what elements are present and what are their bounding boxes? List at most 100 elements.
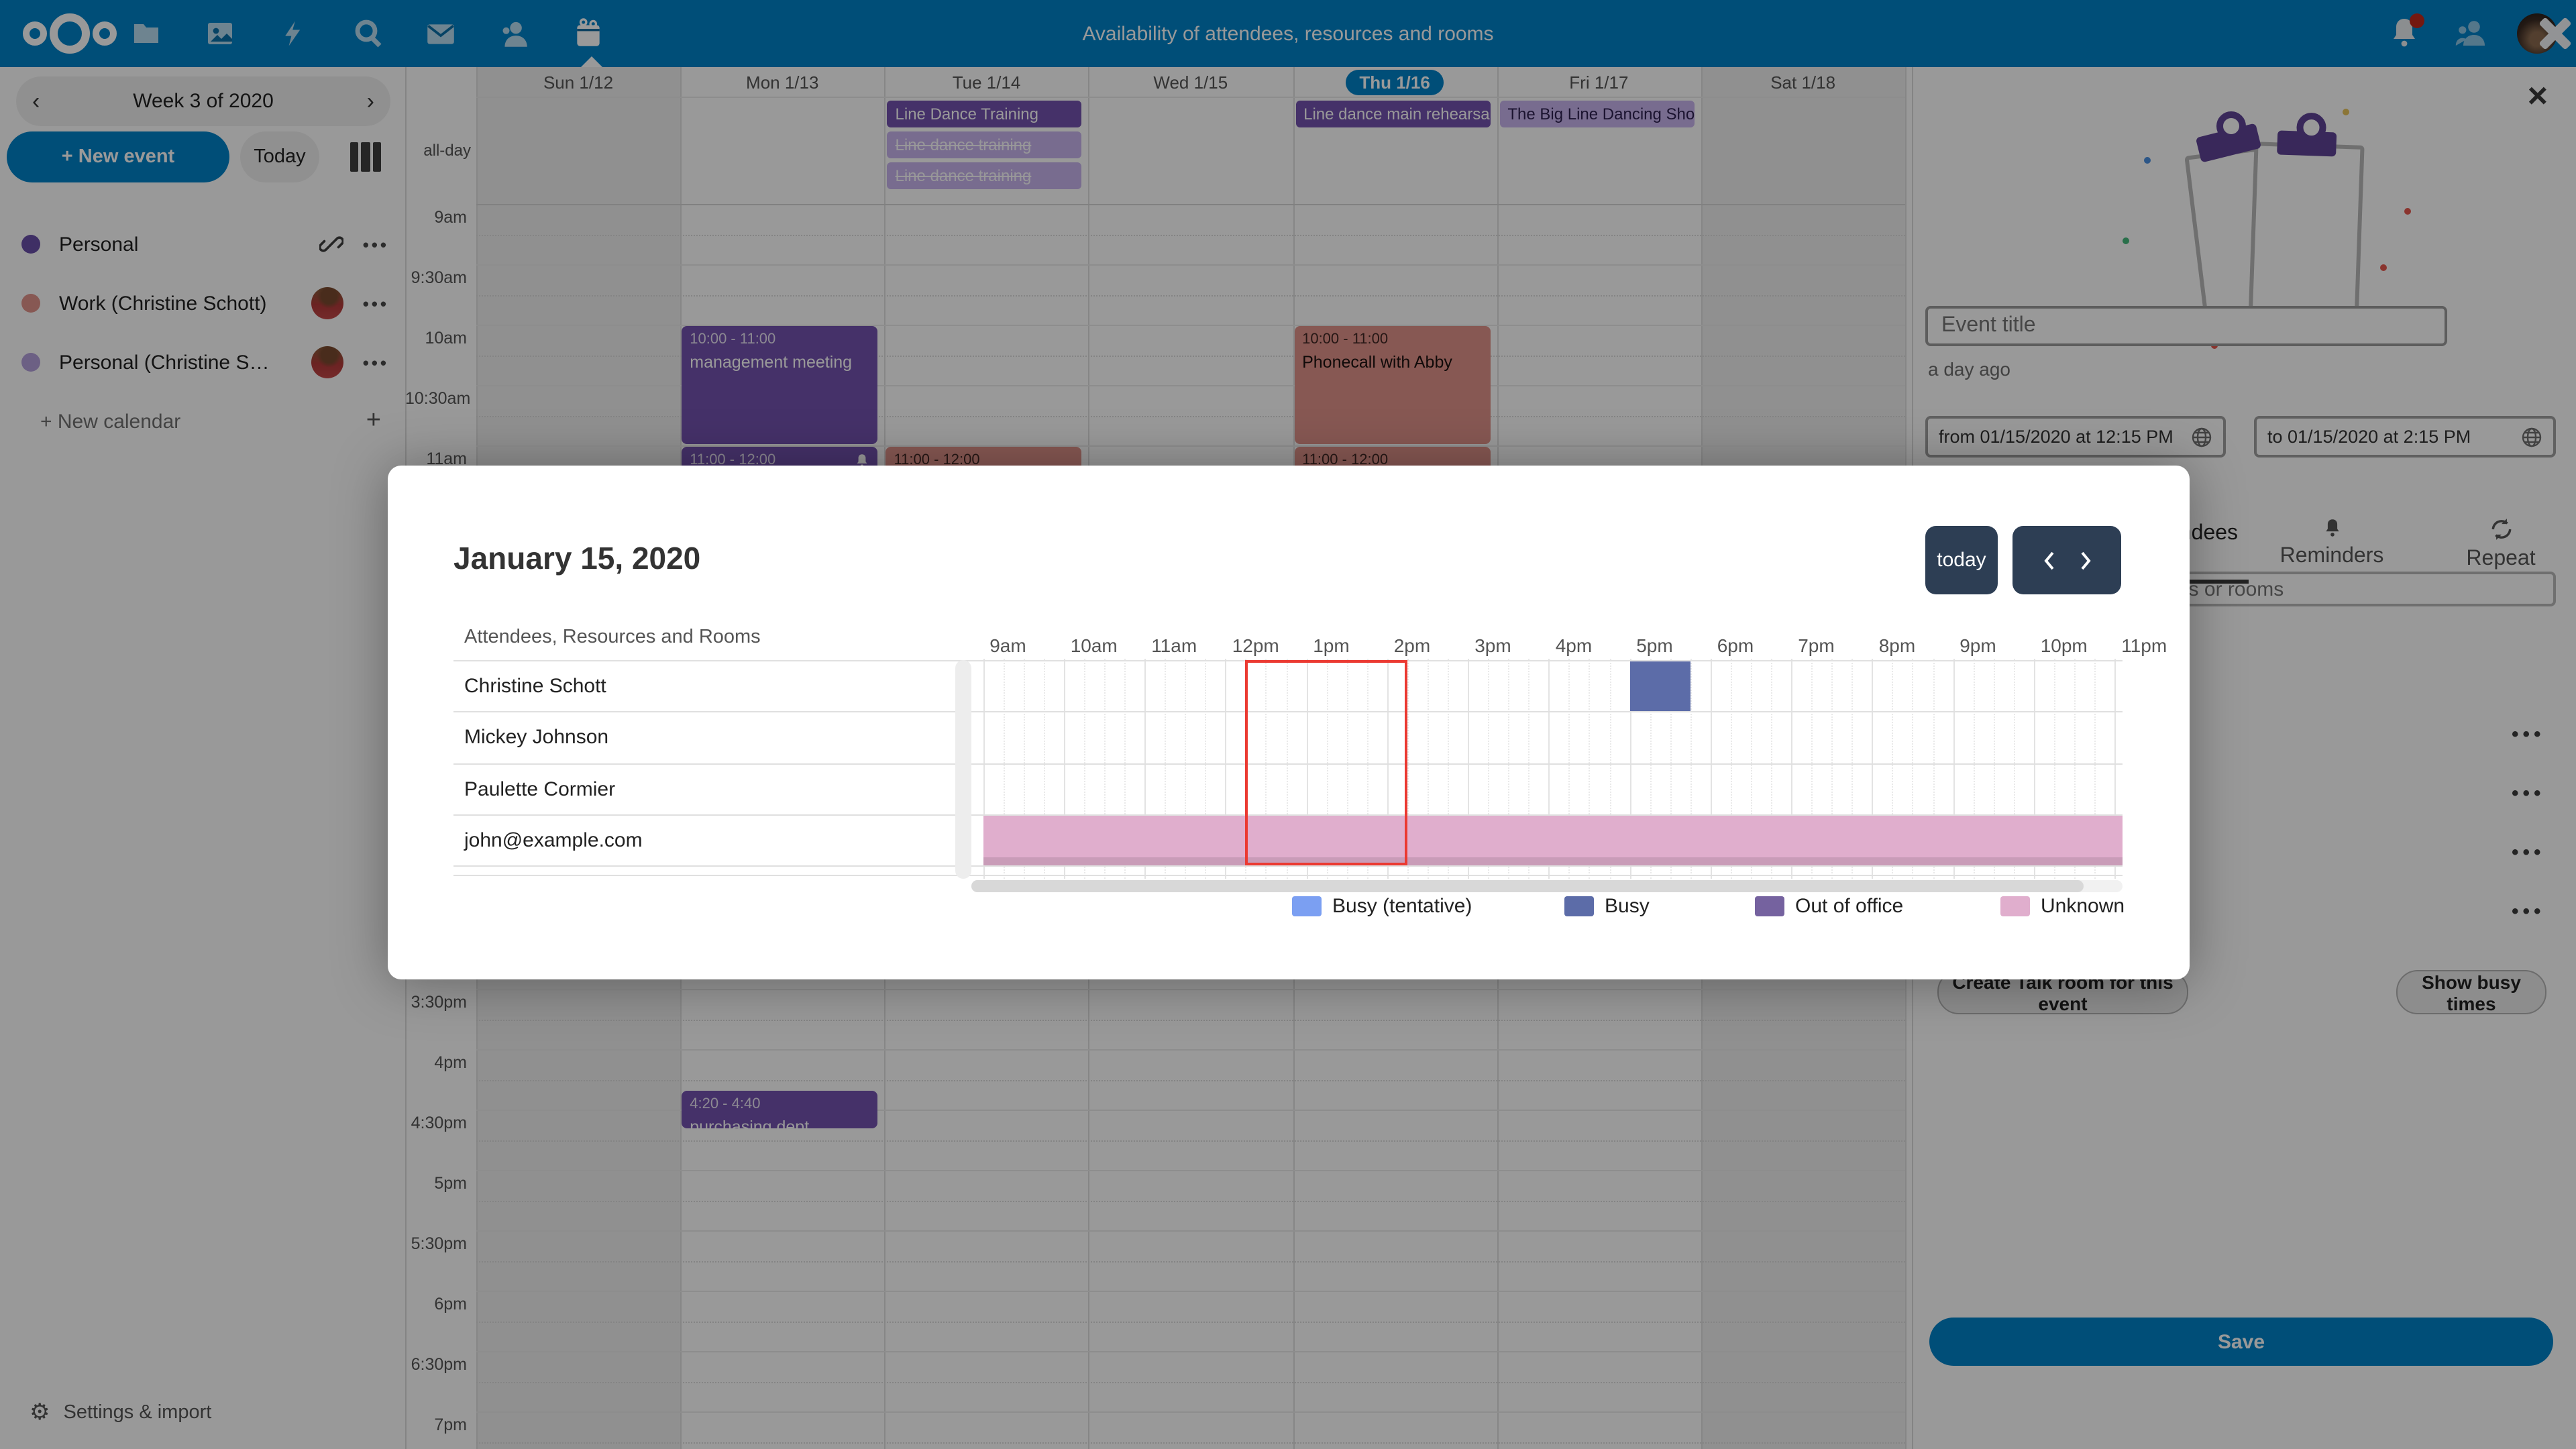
calendar-app-icon[interactable] bbox=[570, 15, 606, 52]
attendee-row-menu-icon[interactable]: ••• bbox=[2512, 841, 2545, 864]
activity-app-icon[interactable] bbox=[275, 15, 311, 52]
modal-row-divider bbox=[453, 711, 2123, 713]
modal-hour-line bbox=[1953, 659, 1955, 879]
search-app-icon[interactable] bbox=[349, 15, 385, 52]
files-app-icon[interactable] bbox=[127, 15, 164, 52]
quarter-line bbox=[476, 1442, 1905, 1443]
all-day-event[interactable]: Line dance main rehearsal bbox=[1295, 101, 1491, 127]
attendee-list-scrollbar[interactable] bbox=[955, 660, 971, 879]
event-title-input[interactable] bbox=[1925, 306, 2447, 346]
modal-row-divider bbox=[453, 763, 2123, 765]
quarter-line bbox=[476, 1200, 1905, 1201]
modal-quarter-line bbox=[1185, 659, 1187, 879]
legend-item: Busy (tentative) bbox=[1292, 895, 1472, 918]
slot-line bbox=[476, 1230, 1905, 1232]
modal-hour-line bbox=[1629, 659, 1631, 879]
all-day-event[interactable]: Line dance training bbox=[887, 162, 1082, 189]
day-header-fri[interactable]: Fri 1/17 bbox=[1569, 72, 1629, 92]
modal-quarter-line bbox=[1811, 659, 1813, 879]
modal-quarter-line bbox=[2053, 659, 2055, 879]
contacts-menu-icon[interactable] bbox=[2453, 16, 2487, 51]
calendar-actions-menu-icon[interactable]: ••• bbox=[362, 293, 389, 313]
start-datetime-field[interactable]: from 01/15/2020 at 12:15 PM bbox=[1925, 416, 2226, 458]
previous-week-chevron-icon[interactable]: ‹ bbox=[32, 89, 40, 114]
slot-line bbox=[476, 1110, 1905, 1111]
slot-line bbox=[476, 1049, 1905, 1051]
modal-hour-line bbox=[1063, 659, 1065, 879]
show-busy-times-button[interactable]: Show busy times bbox=[2396, 970, 2546, 1014]
attendee-row-menu-icon[interactable]: ••• bbox=[2512, 782, 2545, 805]
share-link-icon[interactable] bbox=[319, 232, 344, 256]
close-sidebar-icon[interactable]: × bbox=[2527, 75, 2548, 115]
tab-repeat[interactable]: Repeat bbox=[2427, 517, 2575, 572]
day-header-tue[interactable]: Tue 1/14 bbox=[952, 72, 1021, 92]
contacts-app-icon[interactable] bbox=[496, 15, 533, 52]
modal-time-tick: 10pm bbox=[2040, 635, 2088, 656]
modal-prev-next-button[interactable] bbox=[2012, 526, 2121, 594]
new-calendar-label: + New calendar bbox=[40, 410, 181, 433]
new-event-button[interactable]: + New event bbox=[7, 131, 229, 182]
availability-block-unknown bbox=[983, 815, 2123, 866]
time-label: 6:30pm bbox=[411, 1355, 467, 1374]
attendee-row-menu-icon[interactable]: ••• bbox=[2512, 900, 2545, 923]
new-calendar-button[interactable]: + New calendar + bbox=[0, 392, 405, 451]
calendar-actions-menu-icon[interactable]: ••• bbox=[362, 234, 389, 254]
modal-quarter-line bbox=[1650, 659, 1652, 879]
modal-quarter-line bbox=[1730, 659, 1732, 879]
slot-line bbox=[476, 989, 1905, 990]
selected-time-range[interactable] bbox=[1245, 660, 1407, 866]
all-day-event[interactable]: The Big Line Dancing Show bbox=[1499, 101, 1695, 127]
modal-hour-line bbox=[2033, 659, 2035, 879]
legend-swatch bbox=[2000, 896, 2030, 916]
modal-time-tick: 6pm bbox=[1717, 635, 1754, 656]
day-header-mon[interactable]: Mon 1/13 bbox=[746, 72, 819, 92]
legend-item: Unknown bbox=[2000, 895, 2125, 918]
nextcloud-logo[interactable] bbox=[21, 12, 118, 55]
next-week-chevron-icon[interactable]: › bbox=[366, 89, 374, 114]
modal-quarter-line bbox=[1083, 659, 1085, 879]
modal-quarter-line bbox=[1690, 659, 1692, 879]
day-header-wed[interactable]: Wed 1/15 bbox=[1153, 72, 1228, 92]
mail-app-icon[interactable] bbox=[423, 15, 459, 52]
today-button[interactable]: Today bbox=[240, 131, 319, 182]
modal-hour-line bbox=[1872, 659, 1874, 879]
week-view-toggle-icon[interactable] bbox=[350, 142, 381, 172]
last-modified-label: a day ago bbox=[1928, 358, 2010, 380]
all-day-event[interactable]: Line Dance Training bbox=[887, 101, 1082, 127]
sidebar-calendar-item[interactable]: Work (Christine Schott) ••• bbox=[0, 274, 405, 333]
sidebar-calendar-item[interactable]: Personal (Christine Scho...)••• bbox=[0, 333, 405, 392]
modal-hour-line bbox=[1144, 659, 1146, 879]
attendee-row-menu-icon[interactable]: ••• bbox=[2512, 723, 2545, 746]
modal-today-button[interactable]: today bbox=[1925, 526, 1998, 594]
calendar-event[interactable]: 10:00 - 11:00 Phonecall with Abby bbox=[1294, 326, 1491, 444]
calendar-event[interactable]: 10:00 - 11:00 management meeting bbox=[682, 326, 878, 444]
settings-and-import[interactable]: ⚙ Settings & import bbox=[30, 1399, 212, 1425]
day-header-sun[interactable]: Sun 1/12 bbox=[543, 72, 614, 92]
photos-app-icon[interactable] bbox=[201, 15, 237, 52]
timezone-globe-icon bbox=[2522, 427, 2542, 447]
modal-hour-line bbox=[2114, 659, 2116, 879]
modal-time-tick: 10am bbox=[1070, 635, 1118, 656]
day-header-thu[interactable]: Thu 1/16 bbox=[1293, 67, 1497, 97]
chevron-left-icon bbox=[2043, 551, 2053, 570]
day-header-sat[interactable]: Sat 1/18 bbox=[1770, 72, 1836, 92]
tab-reminders[interactable]: Reminders bbox=[2258, 517, 2406, 569]
all-day-event[interactable]: Line dance training bbox=[887, 131, 1082, 158]
sidebar-calendar-item[interactable]: Personal ••• bbox=[0, 215, 405, 274]
scrollbar-thumb[interactable] bbox=[971, 880, 2084, 892]
modal-hour-line bbox=[1548, 659, 1550, 879]
save-button[interactable]: Save bbox=[1929, 1318, 2553, 1366]
calendar-actions-menu-icon[interactable]: ••• bbox=[362, 352, 389, 372]
modal-time-tick: 1pm bbox=[1313, 635, 1350, 656]
end-datetime-field[interactable]: to 01/15/2020 at 2:15 PM bbox=[2254, 416, 2556, 458]
user-avatar[interactable] bbox=[2517, 13, 2557, 54]
legend-label: Busy (tentative) bbox=[1332, 895, 1472, 918]
time-label: 10:30am bbox=[405, 389, 471, 408]
modal-quarter-line bbox=[1993, 659, 1995, 879]
calendar-event[interactable]: 4:20 - 4:40 purchasing dept bbox=[682, 1090, 878, 1129]
notifications-bell-icon[interactable] bbox=[2388, 13, 2424, 51]
modal-horizontal-scrollbar[interactable] bbox=[971, 880, 2123, 892]
quarter-line bbox=[476, 294, 1905, 296]
availability-block-busy bbox=[1629, 661, 1690, 712]
